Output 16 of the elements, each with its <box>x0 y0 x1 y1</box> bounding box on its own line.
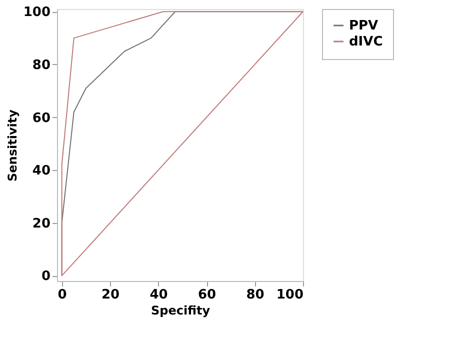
y-axis-title: Sensitivity <box>5 109 20 182</box>
y-tick-label: 80 <box>32 58 50 73</box>
x-axis-title: Specifity <box>150 304 210 318</box>
x-tick-label: 40 <box>150 288 168 302</box>
x-tick-label: 20 <box>102 288 120 302</box>
y-tick-label: 60 <box>32 110 50 126</box>
legend-label: dIVC <box>349 34 383 50</box>
x-tick-label: 100 <box>276 288 304 302</box>
y-tick-label: 0 <box>41 269 50 284</box>
x-tick-label: 80 <box>246 288 264 302</box>
y-tick-label: 100 <box>23 5 50 20</box>
y-tick-label: 40 <box>32 164 50 179</box>
y-tick-label: 20 <box>32 216 50 232</box>
x-tick-label: 60 <box>198 288 216 302</box>
legend-label: PPV <box>349 18 378 34</box>
x-tick-label: 0 <box>58 288 67 302</box>
